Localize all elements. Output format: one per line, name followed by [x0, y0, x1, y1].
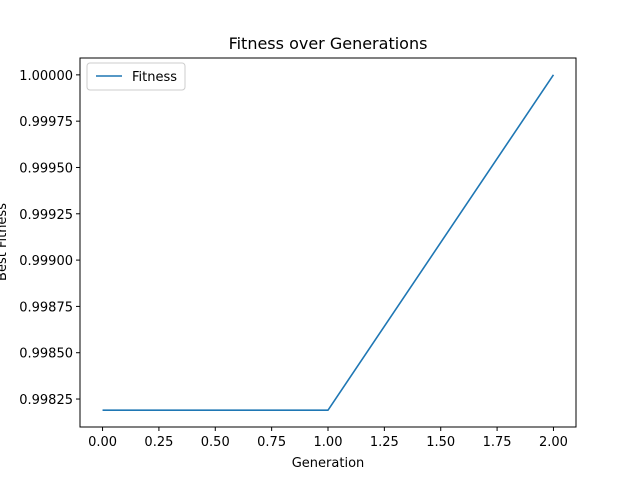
y-tick-label: 0.99900	[19, 254, 73, 269]
x-tick-label: 1.50	[426, 435, 455, 450]
series-line-fitness	[102, 74, 555, 411]
x-tick-label: 0.00	[88, 435, 117, 450]
x-tick-label: 1.25	[370, 435, 399, 450]
plot-area	[79, 57, 577, 428]
x-tick-label: 0.75	[257, 435, 286, 450]
chart-title: Fitness over Generations	[229, 34, 428, 53]
plot-frame	[79, 57, 577, 428]
y-tick-label: 0.99875	[19, 300, 73, 315]
y-tick-label: 0.99975	[19, 115, 73, 130]
x-tick-label: 0.25	[144, 435, 173, 450]
legend-frame	[86, 62, 186, 91]
x-axis-label: Generation	[292, 456, 365, 471]
y-axis-label: Best Fitness	[0, 203, 10, 281]
x-tick-label: 1.75	[483, 435, 512, 450]
y-tick-label: 0.99950	[19, 161, 73, 176]
y-tick-label: 0.99850	[19, 347, 73, 362]
y-tick-label: 1.00000	[19, 69, 73, 84]
x-tick-label: 2.00	[539, 435, 568, 450]
y-tick-label: 0.99925	[19, 208, 73, 223]
x-tick-label: 1.00	[314, 435, 343, 450]
y-tick-label: 0.99825	[19, 393, 73, 408]
series-layer	[102, 74, 555, 411]
x-tick-label: 0.50	[201, 435, 230, 450]
legend-label: Fitness	[132, 70, 177, 85]
y-axis-ticks: 0.99825 0.99850 0.99875 0.99900 0.99925 0.999…	[19, 69, 80, 408]
legend: Fitness	[86, 62, 186, 91]
x-axis-ticks: 0.00 0.25 0.50 0.75 1.00 1.25 1.50 1.75 2.00	[88, 427, 568, 450]
